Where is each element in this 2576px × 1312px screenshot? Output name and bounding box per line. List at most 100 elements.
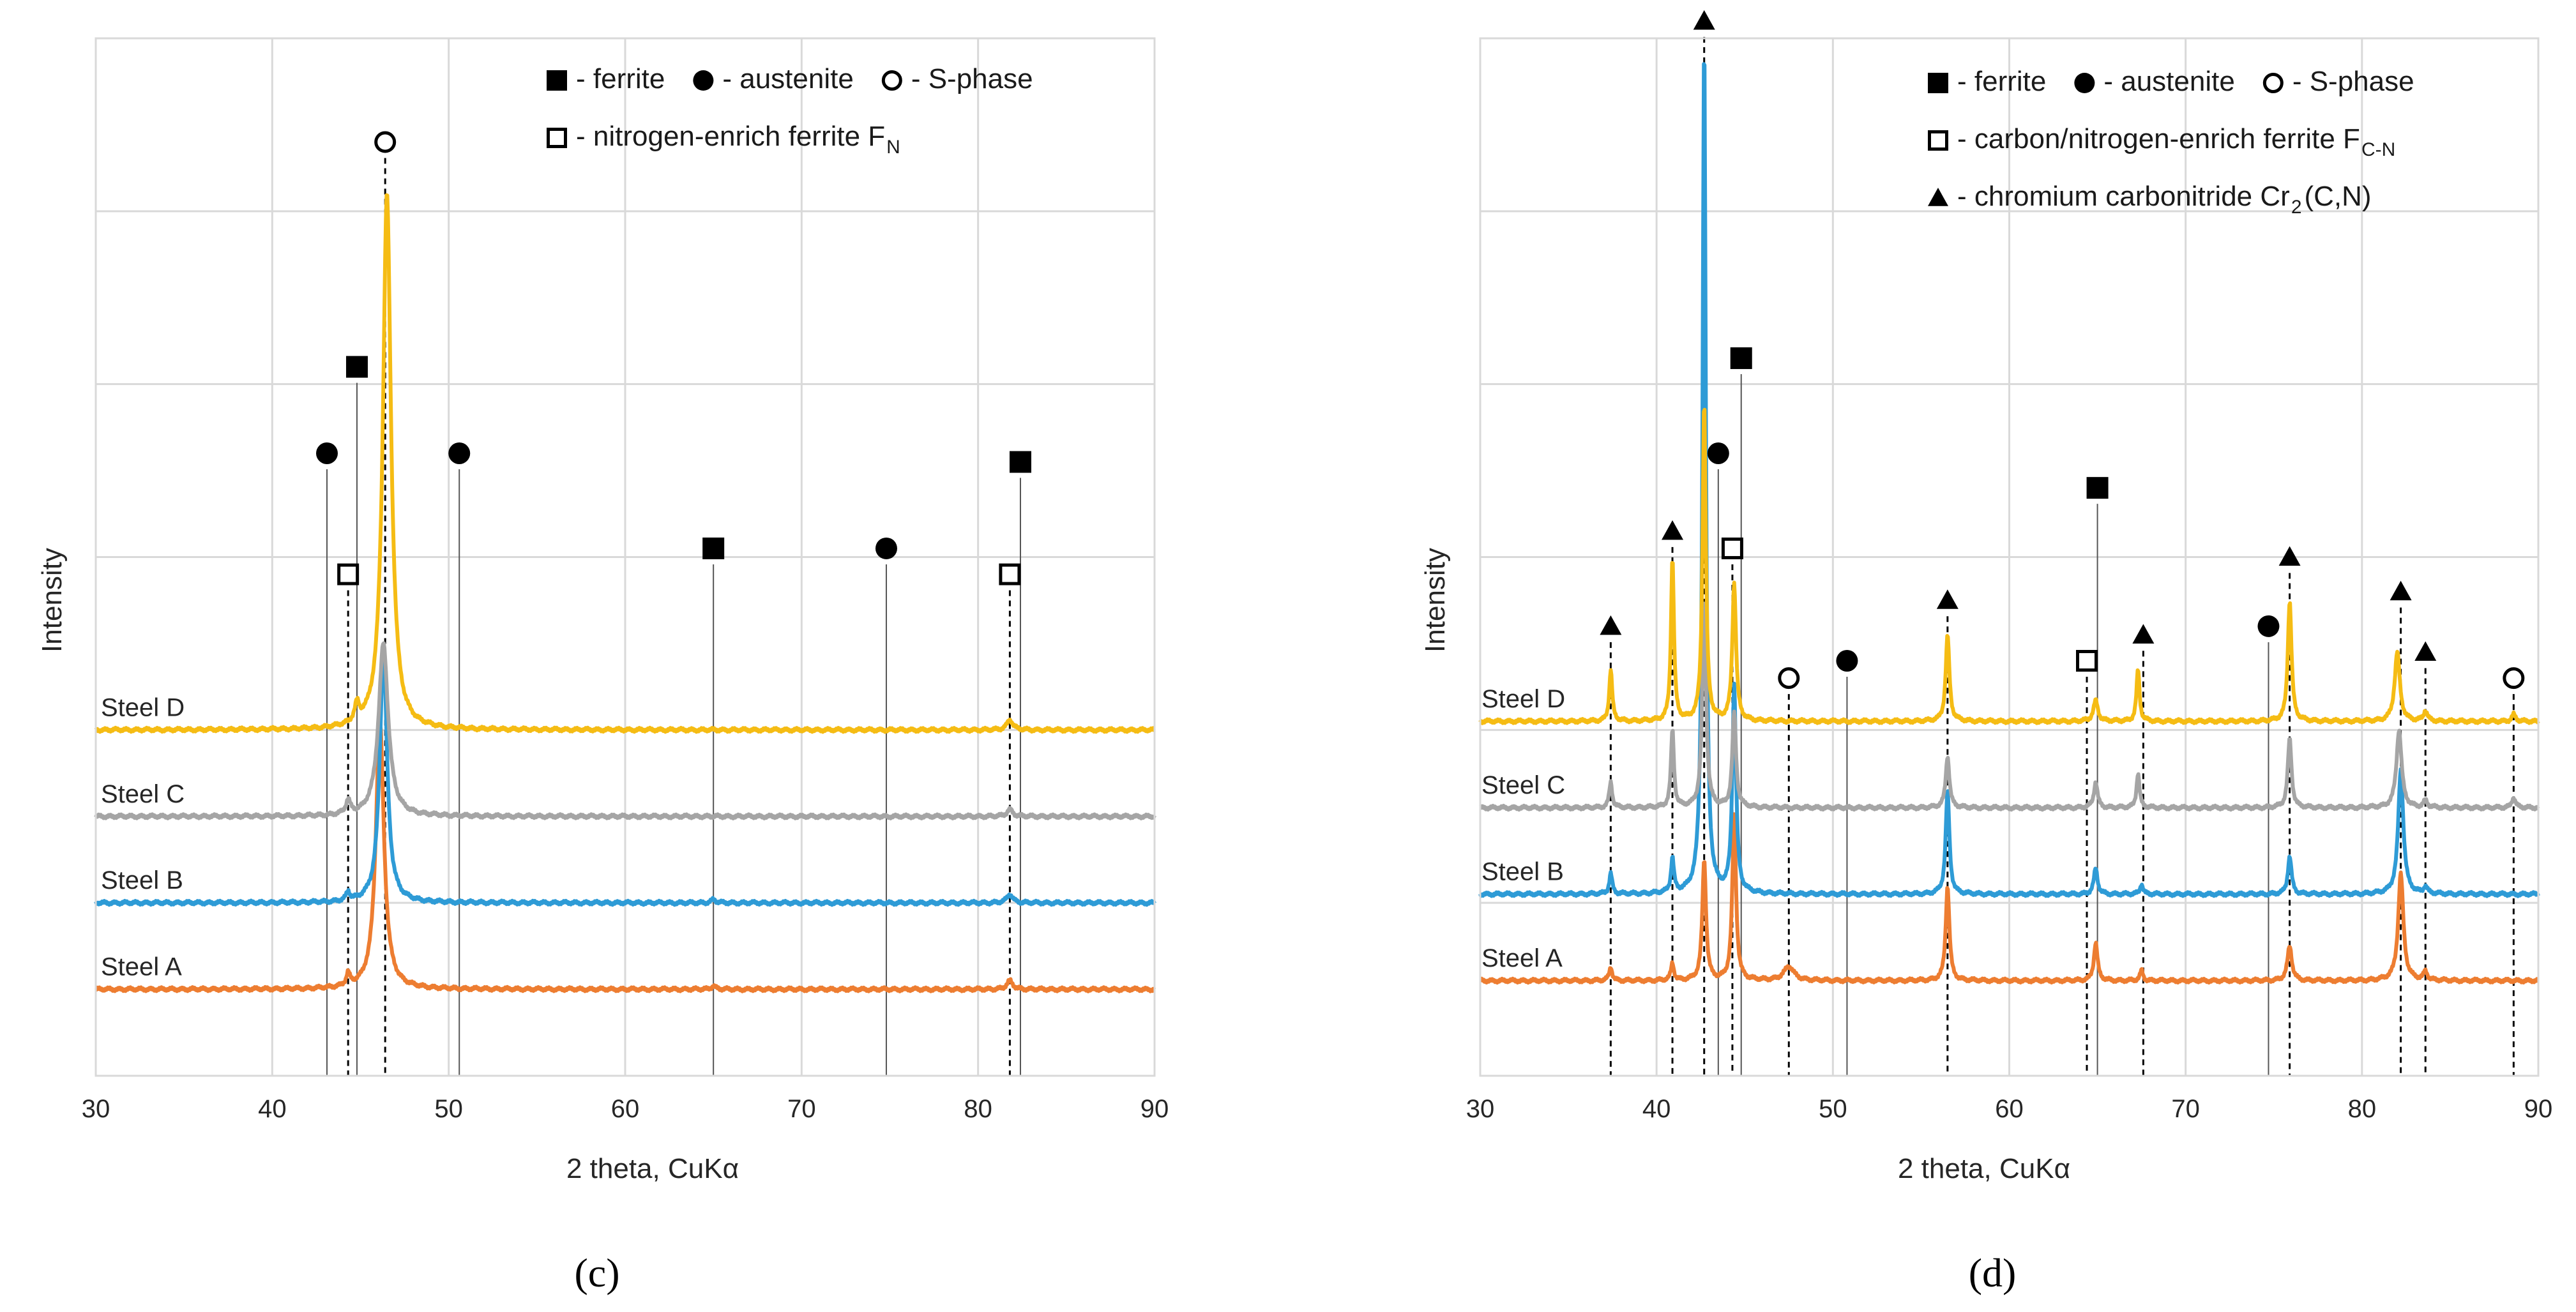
phase-marker-circle-open — [374, 131, 397, 153]
x-tick-label: 80 — [964, 1095, 992, 1123]
phase-marker-triangle-filled — [1693, 10, 1715, 30]
legend-icon-square-filled — [547, 70, 567, 91]
phase-marker-square-filled — [1009, 451, 1031, 473]
phase-marker-circle-filled — [1707, 442, 1729, 464]
legend-subscript: N — [886, 137, 900, 158]
legend-subscript: 2 — [2291, 197, 2302, 218]
steel-label: Steel B — [1481, 858, 1564, 886]
x-tick-label: 60 — [611, 1095, 640, 1123]
series-line-steel-a — [1479, 812, 2540, 985]
x-axis-title: 2 theta, CuKα — [566, 1153, 739, 1184]
series-line-steel-b — [1478, 62, 2540, 898]
phase-marker-square-filled — [1730, 347, 1752, 370]
x-tick-label: 70 — [787, 1095, 816, 1123]
plot-frame — [95, 37, 1156, 1077]
series-line-steel-c — [1479, 601, 2540, 812]
x-tick-labels: 30 40 50 60 70 80 90 — [82, 1095, 1169, 1123]
legend-label: - ferrite — [1957, 66, 2046, 97]
x-tick-label: 40 — [1642, 1095, 1671, 1123]
x-tick-label: 60 — [1995, 1095, 2024, 1123]
phase-marker-triangle-filled — [2390, 580, 2412, 601]
phase-marker-triangle-filled — [1936, 589, 1959, 609]
legend-icon-circle-filled — [693, 70, 714, 91]
phase-marker-circle-open — [1778, 667, 1800, 690]
x-tick-label: 90 — [1140, 1095, 1169, 1123]
series-line-steel-d — [1478, 407, 2540, 725]
steel-label: Steel B — [101, 866, 183, 894]
legend: - ferrite - austenite - S-phase - nitrogen-… — [547, 63, 1033, 158]
x-tick-label: 80 — [2348, 1095, 2377, 1123]
steel-label: Steel C — [1481, 771, 1565, 799]
data-series — [94, 193, 1156, 993]
x-tick-label: 70 — [2171, 1095, 2200, 1123]
x-tick-label: 30 — [1466, 1095, 1495, 1123]
series-line-steel-a — [95, 720, 1156, 993]
y-axis-title: Intensity — [1420, 548, 1451, 652]
steel-label: Steel C — [101, 780, 185, 808]
legend-icon-circle-open — [881, 70, 902, 91]
steel-labels: Steel D Steel C Steel B Steel A — [101, 693, 185, 981]
x-tick-label: 40 — [258, 1095, 287, 1123]
phase-marker-circle-filled — [1836, 650, 1858, 672]
phase-marker-square-open — [337, 563, 360, 585]
phase-markers — [1600, 10, 2525, 690]
legend-label: - S-phase — [911, 63, 1033, 94]
legend-label: - austenite — [722, 63, 853, 94]
phase-marker-triangle-filled — [2132, 624, 2155, 644]
series-line-steel-c — [94, 641, 1156, 820]
legend-icon-circle-open — [2262, 73, 2284, 93]
x-tick-label: 90 — [2524, 1095, 2553, 1123]
x-tick-label: 50 — [1819, 1095, 1847, 1123]
x-tick-label: 50 — [434, 1095, 463, 1123]
x-tick-label: 30 — [82, 1095, 110, 1123]
panel-label: (c) — [574, 1250, 619, 1295]
legend-suffix: (C,N) — [2305, 181, 2372, 212]
phase-marker-circle-filled — [2257, 615, 2280, 637]
legend-icon-square-open — [547, 128, 567, 148]
legend-icon-square-open — [1928, 130, 1948, 151]
phase-marker-triangle-filled — [2414, 641, 2437, 661]
legend-subscript: C-N — [2361, 139, 2395, 160]
phase-marker-square-filled — [2086, 477, 2109, 499]
legend-icon-triangle-filled — [1928, 188, 1948, 206]
legend-icon-square-filled — [1928, 73, 1948, 93]
series-line-steel-d — [94, 193, 1156, 734]
steel-label: Steel D — [1481, 685, 1565, 713]
phase-marker-triangle-filled — [2278, 546, 2301, 566]
panel-label: (d) — [1969, 1250, 2017, 1295]
x-axis-title: 2 theta, CuKα — [1898, 1153, 2070, 1184]
phase-marker-square-filled — [702, 537, 725, 559]
phase-marker-circle-open — [2503, 667, 2525, 690]
phase-markers — [315, 131, 1031, 585]
steel-label: Steel D — [101, 693, 185, 721]
phase-marker-circle-filled — [875, 537, 897, 559]
y-axis-title: Intensity — [36, 548, 68, 652]
phase-marker-circle-filled — [315, 442, 338, 464]
plot-frame — [1479, 37, 2540, 1077]
phase-marker-square-open — [999, 563, 1021, 585]
legend-label: - carbon/nitrogen-enrich ferrite F — [1957, 123, 2360, 155]
legend: - ferrite - austenite - S-phase - carbon/ni… — [1928, 66, 2414, 218]
data-series — [1478, 62, 2540, 985]
phase-reference-lines — [326, 158, 1021, 1076]
legend-label: - nitrogen-enrich ferrite F — [576, 121, 885, 152]
phase-marker-triangle-filled — [1600, 615, 1622, 635]
gridlines — [95, 37, 1156, 1077]
steel-label: Steel A — [101, 953, 182, 981]
legend-label: - ferrite — [576, 63, 665, 94]
phase-marker-square-open — [1721, 537, 1743, 559]
legend-label: - S-phase — [2292, 66, 2414, 97]
phase-marker-triangle-filled — [1662, 520, 1684, 540]
legend-label: - chromium carbonitride Cr — [1957, 181, 2290, 212]
series-line-steel-b — [94, 651, 1156, 907]
phase-marker-square-filled — [345, 356, 368, 378]
phase-marker-circle-filled — [448, 442, 471, 464]
legend-label: - austenite — [2103, 66, 2234, 97]
steel-label: Steel A — [1481, 944, 1563, 972]
panel-d: 2 theta, CuKα Intensity (d) 30 40 50 60 70 80… — [1420, 10, 2552, 1295]
legend-icon-circle-filled — [2074, 73, 2095, 93]
panel-c: 2 theta, CuKα Intensity (c) 30 40 50 60 70 80… — [36, 37, 1169, 1295]
x-tick-labels: 30 40 50 60 70 80 90 — [1466, 1095, 2553, 1123]
phase-marker-square-open — [2076, 650, 2098, 672]
